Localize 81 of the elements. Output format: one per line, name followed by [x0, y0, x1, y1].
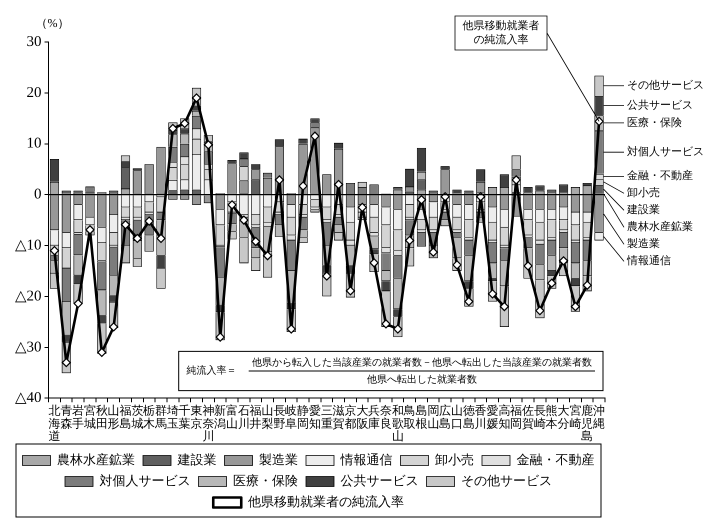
x-tick-label: 京都: [344, 404, 356, 430]
y-tick-label: 30: [26, 34, 42, 50]
text: 対個人サービス: [627, 146, 704, 158]
x-tick-label: 東京: [190, 404, 203, 430]
x-tick-label: 神奈川: [202, 404, 214, 443]
text: 公共サービス: [627, 100, 693, 112]
x-tick-label: 長野: [273, 404, 286, 430]
legend-label: 情報通信: [340, 452, 392, 467]
legend-label: 対個人サービス: [100, 472, 190, 488]
annotation: 純流入率＝: [186, 364, 237, 377]
legend-label: 金融・不動産: [516, 452, 594, 467]
x-tick-label: 長崎: [534, 404, 546, 430]
text: 卸小売: [627, 187, 660, 200]
x-tick-label: 徳島: [462, 404, 475, 430]
x-tick-label: 岐阜: [285, 404, 298, 430]
x-tick-label: 兵庫: [368, 404, 380, 430]
x-tick-label: 栃木: [143, 404, 156, 430]
x-tick-label: 佐賀: [522, 404, 534, 430]
annotation: 他県へ転出した就業者数: [366, 374, 477, 386]
y-axis-title: （%）: [36, 16, 70, 30]
legend-label: 建設業: [176, 452, 216, 467]
annotation: 他県から転入した当該産業の就業者数－他県へ転出した当該産業の就業者数: [252, 356, 592, 369]
text: 金融・不動産: [627, 170, 693, 182]
x-tick-label: 滋賀: [332, 404, 345, 430]
y-tick-label: △40: [14, 390, 42, 406]
legend-label: 卸小売: [435, 452, 474, 467]
x-tick-label: 広島: [439, 404, 452, 430]
y-tick-label: △10: [14, 237, 42, 254]
text: その他サービス: [627, 80, 704, 92]
legend-label: 製造業: [259, 452, 298, 467]
x-tick-label: 高知: [498, 404, 510, 430]
text: 情報通信: [627, 255, 671, 268]
x-tick-label: 群馬: [154, 404, 168, 430]
x-tick-label: 埼玉: [166, 404, 179, 430]
legend-label: その他サービス: [461, 472, 552, 488]
legend-label: 農林水産鉱業: [57, 452, 135, 467]
legend-label: 公共サービス: [340, 472, 418, 488]
x-tick-label: 宮崎: [569, 404, 582, 430]
x-tick-label: 石川: [238, 404, 250, 430]
x-tick-label: 熊本: [546, 404, 558, 430]
x-tick-label: 山梨: [262, 404, 274, 430]
x-tick-label: 山口: [451, 404, 464, 430]
x-tick-label: 三重: [320, 404, 333, 430]
x-tick-label: 島根: [415, 404, 428, 430]
x-tick-label: 千葉: [178, 404, 191, 430]
legend-label: 他県移動就業者の純流入率: [248, 494, 404, 509]
x-tick-label: 北海道: [48, 404, 60, 443]
x-tick-label: 福井: [250, 404, 262, 430]
text: 他県移動就業者の純流入率: [462, 20, 540, 46]
y-tick-label: 20: [26, 84, 42, 101]
x-tick-label: 鳥取: [402, 404, 416, 430]
x-tick-label: 大阪: [356, 404, 368, 430]
text: 建設業: [627, 204, 660, 216]
y-tick-label: △30: [14, 339, 42, 356]
x-tick-label: 茨城: [130, 404, 144, 430]
x-tick-label: 静岡: [297, 404, 310, 430]
y-tick-label: 10: [26, 136, 42, 152]
x-tick-label: 和歌山: [392, 404, 404, 443]
x-tick-label: 愛知: [308, 404, 321, 430]
x-tick-label: 沖縄: [592, 404, 606, 430]
text: 農林水産鉱業: [627, 221, 693, 234]
x-tick-label: 奈良: [380, 404, 392, 430]
x-tick-label: 大分: [558, 404, 570, 430]
x-tick-label: 富山: [226, 404, 238, 430]
x-tick-label: 岩手: [72, 404, 84, 430]
x-tick-label: 鹿児島: [581, 404, 594, 443]
x-tick-label: 山形: [108, 404, 120, 430]
x-tick-label: 新潟: [214, 404, 226, 430]
x-tick-label: 福岡: [510, 404, 522, 430]
x-tick-label: 香川: [474, 404, 487, 430]
y-tick-label: 0: [34, 186, 42, 203]
text: 製造業: [627, 238, 660, 250]
legend-label: 医療・保険: [233, 472, 298, 488]
x-tick-label: 秋田: [96, 404, 108, 430]
x-tick-label: 岡山: [427, 404, 440, 430]
x-tick-label: 青森: [60, 404, 72, 430]
x-tick-label: 愛媛: [486, 404, 499, 430]
x-tick-label: 宮城: [82, 404, 96, 430]
x-tick-label: 福島: [119, 404, 132, 430]
text: 医療・保険: [627, 116, 682, 129]
y-tick-label: △20: [14, 288, 42, 304]
